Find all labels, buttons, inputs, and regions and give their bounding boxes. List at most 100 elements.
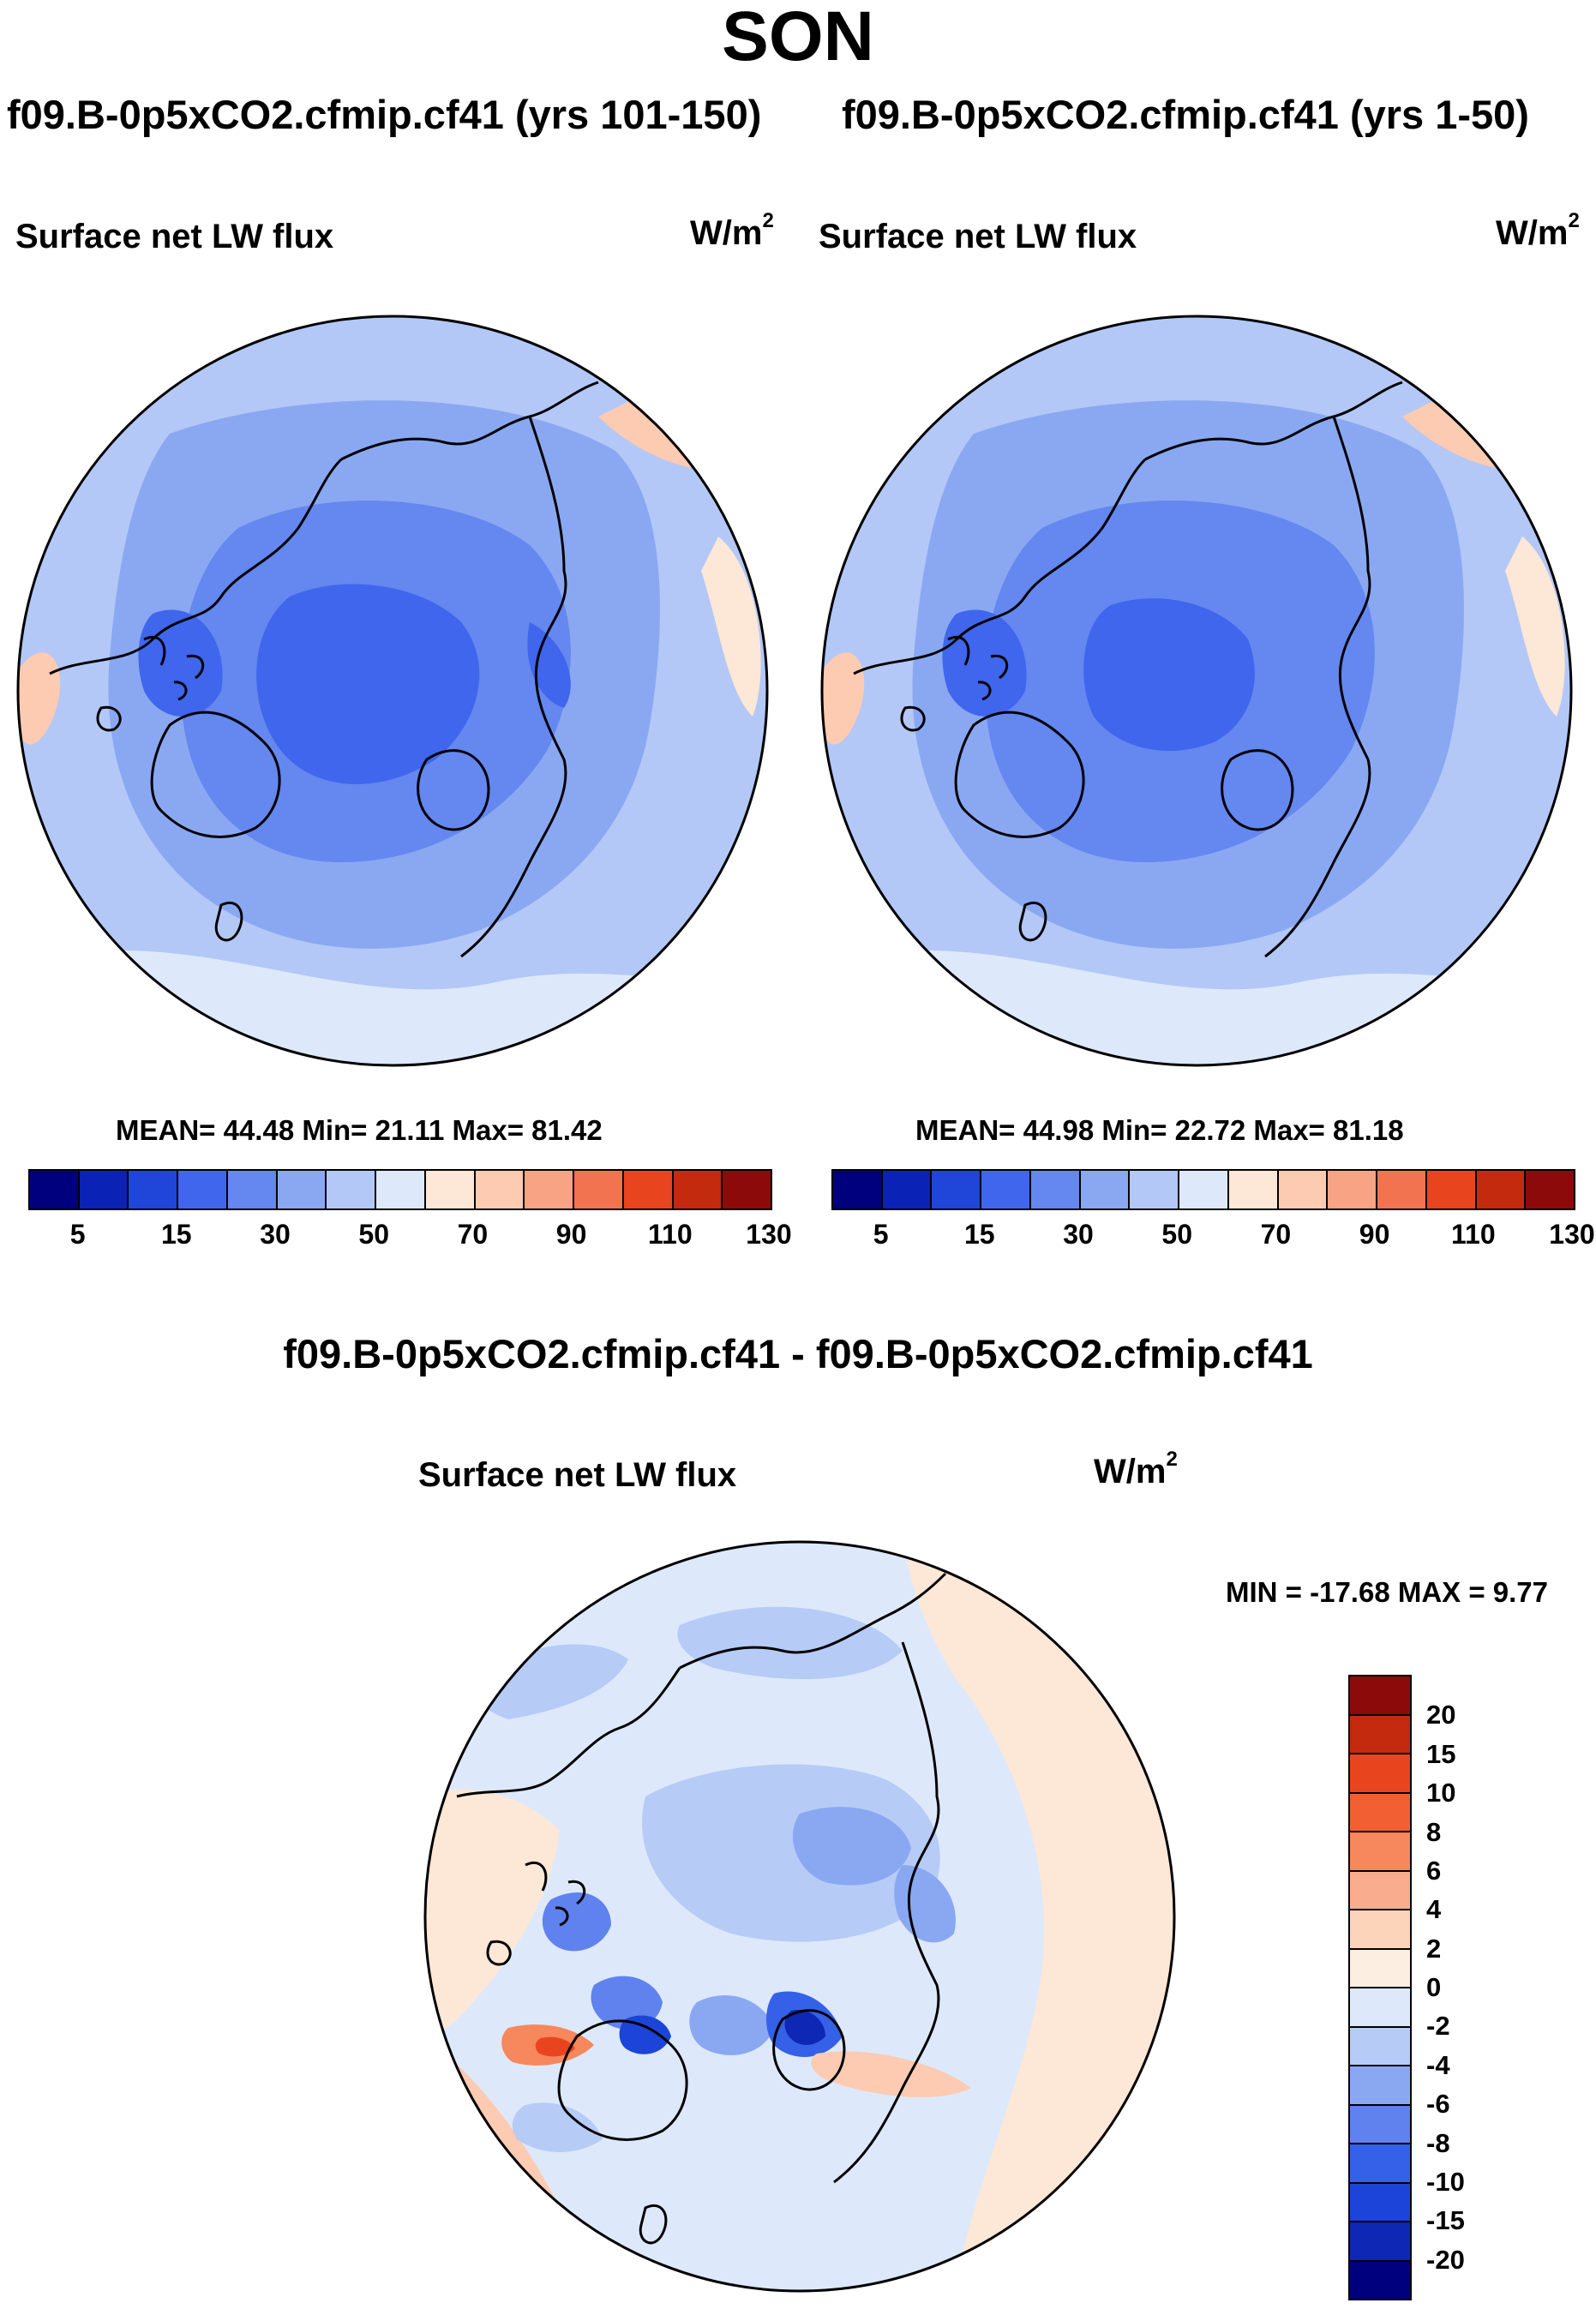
colorbar-tick-label: 30 xyxy=(260,1219,291,1250)
colorbar-tick-label: 70 xyxy=(457,1219,489,1250)
colorbar-swatch xyxy=(227,1171,278,1208)
colorbar-swatch xyxy=(981,1171,1031,1208)
colorbar-swatch xyxy=(525,1171,575,1208)
colorbar-tick-label: 90 xyxy=(555,1219,587,1250)
right-variable-title: Surface net LW flux xyxy=(819,218,1137,255)
colorbar-swatch xyxy=(30,1171,80,1208)
colorbar-swatch xyxy=(1030,1171,1081,1208)
diff-variable-title: Surface net LW flux xyxy=(418,1456,737,1494)
left-colorbar xyxy=(28,1169,772,1210)
main-title: SON xyxy=(722,0,874,75)
diff-case-title: f09.B-0p5xCO2.cfmip.cf41 - f09.B-0p5xCO2… xyxy=(283,1331,1313,1376)
right-polar-map xyxy=(820,315,1573,1067)
colorbar-swatch xyxy=(932,1171,982,1208)
colorbar-tick-label: 30 xyxy=(1063,1219,1094,1250)
colorbar-swatch xyxy=(1350,1832,1410,1872)
colorbar-swatch xyxy=(1350,2222,1410,2262)
diff-colorbar xyxy=(1348,1675,1412,2300)
colorbar-swatch xyxy=(1350,2183,1410,2222)
colorbar-tick-label: 5 xyxy=(873,1219,889,1250)
colorbar-tick-label: 130 xyxy=(1549,1219,1595,1250)
colorbar-swatch xyxy=(623,1171,674,1208)
coastlines xyxy=(49,381,599,958)
diff-polar-map xyxy=(423,1540,1176,2293)
colorbar-tick-label: -15 xyxy=(1426,2205,1465,2236)
colorbar-swatch xyxy=(1350,1754,1410,1794)
colorbar-swatch xyxy=(425,1171,476,1208)
colorbar-swatch xyxy=(723,1171,771,1208)
colorbar-swatch xyxy=(1350,1793,1410,1832)
colorbar-swatch xyxy=(475,1171,525,1208)
colorbar-tick-label: 130 xyxy=(746,1219,792,1250)
colorbar-swatch xyxy=(1350,2027,1410,2066)
colorbar-tick-label: 2 xyxy=(1426,1933,1442,1964)
colorbar-tick-label: -10 xyxy=(1426,2166,1465,2197)
left-polar-map xyxy=(16,315,769,1067)
colorbar-tick-label: 110 xyxy=(1450,1219,1496,1250)
colorbar-tick-label: 8 xyxy=(1426,1816,1442,1847)
right-colorbar xyxy=(831,1169,1575,1210)
colorbar-tick-label: -4 xyxy=(1426,2049,1450,2080)
colorbar-swatch xyxy=(79,1171,129,1208)
colorbar-swatch xyxy=(178,1171,228,1208)
colorbar-swatch xyxy=(277,1171,327,1208)
left-stats: MEAN= 44.48 Min= 21.11 Max= 81.42 xyxy=(116,1114,603,1146)
left-units: W/m2 xyxy=(690,209,774,252)
map-boundary xyxy=(423,1540,1176,2293)
colorbar-tick-label: 10 xyxy=(1426,1778,1456,1808)
colorbar-swatch xyxy=(673,1171,723,1208)
colorbar-swatch xyxy=(1278,1171,1329,1208)
colorbar-swatch xyxy=(1350,1715,1410,1754)
colorbar-swatch xyxy=(1350,2105,1410,2144)
colorbar-tick-label: 15 xyxy=(964,1219,995,1250)
colorbar-swatch xyxy=(1080,1171,1131,1208)
map-boundary xyxy=(16,315,769,1067)
colorbar-tick-label: -6 xyxy=(1426,2089,1450,2120)
map-boundary xyxy=(820,315,1573,1067)
colorbar-swatch xyxy=(1426,1171,1477,1208)
colorbar-tick-label: 0 xyxy=(1426,1972,1442,2002)
right-units: W/m2 xyxy=(1496,209,1580,252)
colorbar-tick-label: -8 xyxy=(1426,2127,1450,2158)
right-case-title: f09.B-0p5xCO2.cfmip.cf41 (yrs 1-50) xyxy=(842,92,1529,137)
colorbar-swatch xyxy=(1350,2066,1410,2106)
colorbar-swatch xyxy=(882,1171,933,1208)
colorbar-swatch xyxy=(1179,1171,1229,1208)
colorbar-swatch xyxy=(1476,1171,1527,1208)
colorbar-tick-label: 15 xyxy=(161,1219,192,1250)
colorbar-swatch xyxy=(1350,1676,1410,1716)
colorbar-tick-label: 50 xyxy=(1161,1219,1192,1250)
colorbar-tick-label: 5 xyxy=(69,1219,86,1250)
colorbar-swatch xyxy=(376,1171,426,1208)
colorbar-swatch xyxy=(1350,1988,1410,2028)
colorbar-swatch xyxy=(1350,2261,1410,2299)
colorbar-tick-label: 70 xyxy=(1260,1219,1292,1250)
colorbar-swatch xyxy=(1377,1171,1427,1208)
colorbar-swatch xyxy=(1350,1910,1410,1950)
colorbar-swatch xyxy=(1130,1171,1180,1208)
colorbar-tick-label: 110 xyxy=(647,1219,693,1250)
colorbar-swatch xyxy=(327,1171,377,1208)
colorbar-tick-label: 50 xyxy=(358,1219,389,1250)
colorbar-tick-label: -20 xyxy=(1426,2244,1465,2275)
colorbar-tick-label: 90 xyxy=(1359,1219,1390,1250)
colorbar-swatch xyxy=(574,1171,624,1208)
colorbar-tick-label: 4 xyxy=(1426,1894,1442,1925)
colorbar-tick-label: 20 xyxy=(1426,1700,1456,1730)
colorbar-swatch xyxy=(833,1171,883,1208)
colorbar-swatch xyxy=(1350,1871,1410,1910)
colorbar-swatch xyxy=(1328,1171,1378,1208)
colorbar-swatch xyxy=(1526,1171,1575,1208)
diff-stats: MIN = -17.68 MAX = 9.77 xyxy=(1226,1576,1549,1608)
left-variable-title: Surface net LW flux xyxy=(15,218,334,255)
colorbar-swatch xyxy=(1350,2144,1410,2184)
colorbar-swatch xyxy=(129,1171,179,1208)
colorbar-tick-label: 6 xyxy=(1426,1855,1442,1886)
diff-units: W/m2 xyxy=(1094,1448,1178,1490)
coastlines xyxy=(456,1572,947,2245)
colorbar-swatch xyxy=(1350,1949,1410,1988)
coastlines xyxy=(853,381,1403,958)
right-stats: MEAN= 44.98 Min= 22.72 Max= 81.18 xyxy=(915,1114,1404,1146)
left-case-title: f09.B-0p5xCO2.cfmip.cf41 (yrs 101-150) xyxy=(7,92,762,137)
colorbar-tick-label: 15 xyxy=(1426,1738,1456,1769)
